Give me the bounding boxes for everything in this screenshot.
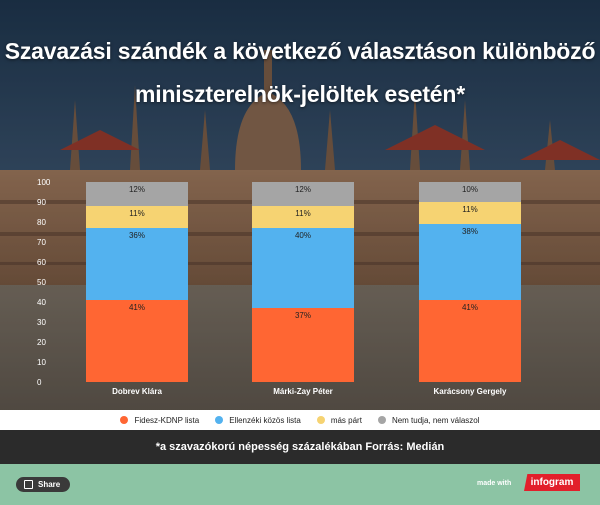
bar-segment — [252, 206, 354, 228]
infogram-badge[interactable]: infogram — [524, 474, 580, 491]
legend-item: Ellenzéki közös lista — [215, 416, 301, 425]
legend-swatch — [215, 416, 224, 424]
y-tick-label: 40 — [37, 298, 46, 307]
data-label: 11% — [295, 209, 310, 218]
bar-segment — [252, 182, 354, 206]
y-tick-label: 60 — [37, 258, 46, 267]
bar-segment — [252, 308, 354, 382]
legend-label: Ellenzéki közös lista — [229, 415, 301, 425]
chart-legend: Fidesz-KDNP lista Ellenzéki közös lista má… — [0, 410, 600, 430]
data-label: 38% — [462, 227, 478, 236]
legend-swatch — [377, 416, 386, 424]
bar-segment — [86, 300, 188, 382]
bar-segment — [419, 300, 521, 382]
share-label: Share — [38, 480, 61, 489]
x-category-label: Dobrev Klára — [112, 387, 162, 396]
legend-swatch — [316, 416, 325, 424]
y-tick-label: 90 — [37, 198, 46, 207]
y-tick-label: 20 — [37, 338, 46, 347]
bar-segment — [419, 202, 521, 224]
stacked-bar-chart: 0 10 20 30 40 50 60 70 80 90 100 41% 36% 11% 12% Dobrev… — [37, 178, 521, 396]
data-label: 36% — [129, 231, 145, 240]
legend-swatch — [120, 416, 129, 424]
data-label: 40% — [295, 231, 311, 240]
bar-segment — [252, 228, 354, 308]
bottom-bar: Share made with infogram — [0, 464, 600, 505]
data-label: 41% — [129, 303, 145, 312]
legend-item: más párt — [316, 415, 362, 425]
y-tick-label: 70 — [37, 238, 46, 247]
legend-label: más párt — [330, 415, 362, 425]
legend-label: Fidesz-KDNP lista — [134, 415, 200, 425]
x-category-label: Karácsony Gergely — [434, 387, 507, 396]
data-label: 12% — [295, 185, 311, 194]
chart-title: Szavazási szándék a következő választáso… — [0, 30, 600, 116]
infogram-label: infogram — [530, 477, 574, 488]
y-tick-label: 0 — [37, 378, 42, 387]
y-tick-label: 10 — [37, 358, 46, 367]
title-line-2: miniszterelnök-jelöltek esetén* — [135, 81, 465, 107]
share-button[interactable]: Share — [16, 477, 71, 492]
made-with-text: made with — [477, 480, 512, 487]
bar-segment — [419, 182, 521, 202]
bar-segment — [86, 228, 188, 300]
y-tick-label: 80 — [37, 218, 46, 227]
bar-segment — [86, 206, 188, 228]
legend-item: Fidesz-KDNP lista — [120, 416, 199, 425]
footnote: *a szavazókorú népesség százalékában For… — [0, 430, 600, 464]
bar-segment — [86, 182, 188, 206]
data-label: 41% — [462, 303, 478, 312]
bar-segment — [419, 224, 521, 300]
y-tick-label: 30 — [37, 318, 46, 327]
data-label: 11% — [462, 205, 477, 214]
legend-label: Nem tudja, nem válaszol — [391, 415, 480, 425]
legend-item: Nem tudja, nem válaszol — [377, 415, 480, 425]
data-label: 12% — [129, 185, 145, 194]
share-icon — [24, 480, 33, 489]
y-tick-label: 100 — [37, 178, 51, 187]
data-label: 11% — [129, 209, 144, 218]
title-line-1: Szavazási szándék a következő választáso… — [4, 38, 596, 64]
data-label: 10% — [462, 185, 478, 194]
data-label: 37% — [295, 311, 311, 320]
x-category-label: Márki-Zay Péter — [273, 387, 333, 396]
y-tick-label: 50 — [37, 278, 46, 287]
